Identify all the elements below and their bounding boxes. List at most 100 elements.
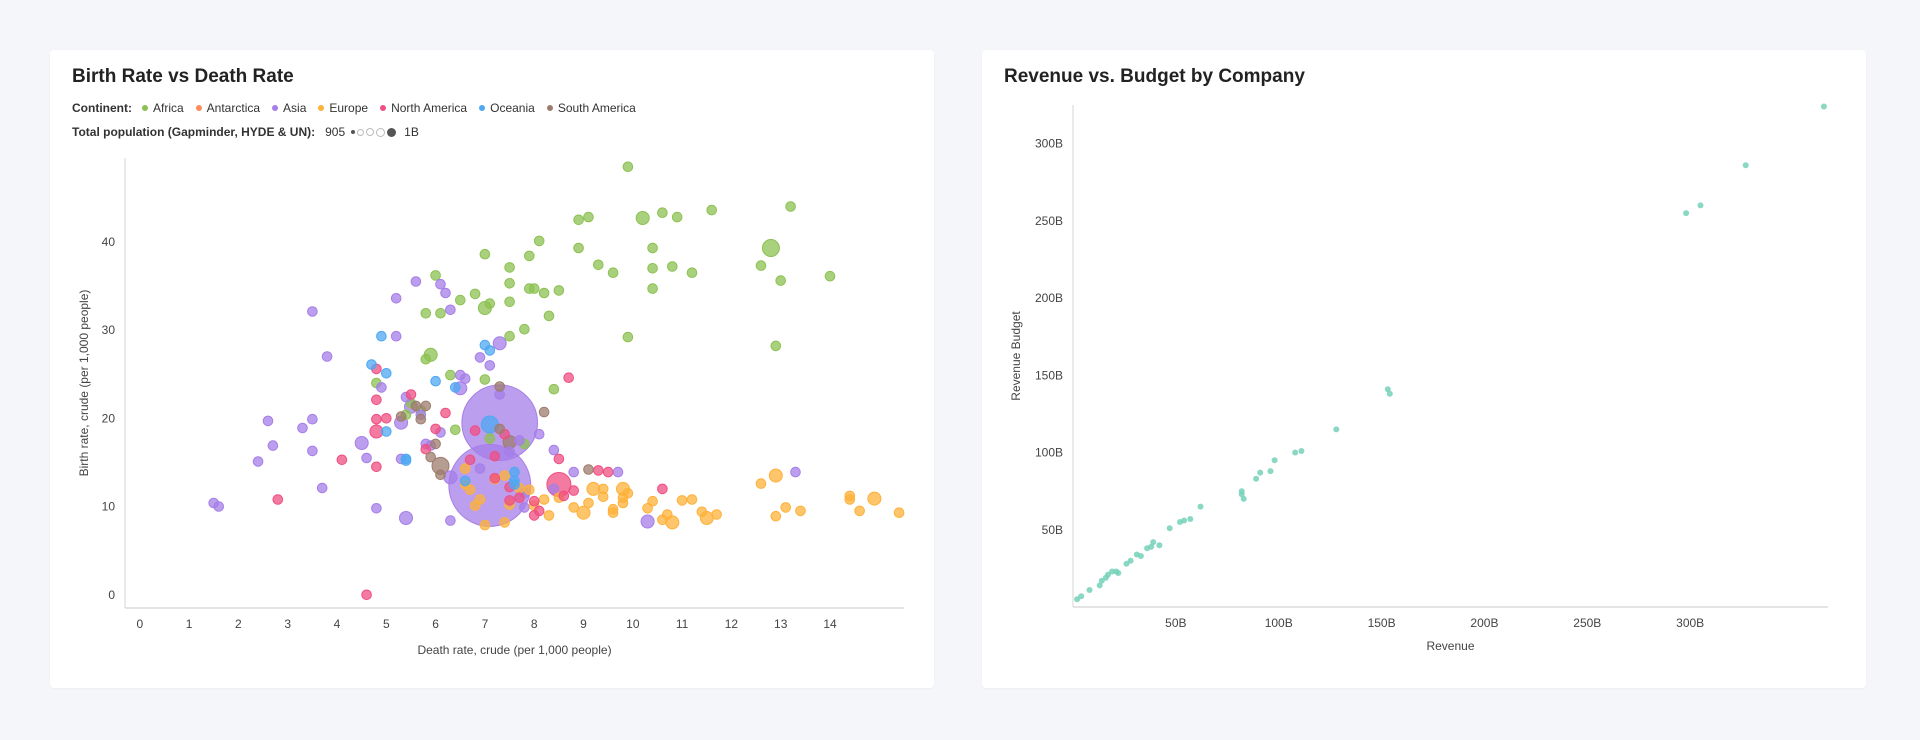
data-point[interactable]	[602, 466, 614, 478]
data-point[interactable]	[1086, 587, 1093, 593]
data-point[interactable]	[854, 505, 865, 517]
data-point[interactable]	[484, 360, 496, 371]
data-point[interactable]	[622, 161, 634, 173]
data-point[interactable]	[361, 589, 372, 601]
data-point[interactable]	[484, 345, 496, 356]
data-point[interactable]	[371, 394, 382, 406]
data-point[interactable]	[336, 454, 348, 466]
data-point[interactable]	[640, 514, 655, 529]
data-point[interactable]	[1074, 596, 1081, 603]
legend-item[interactable]: South America	[546, 101, 636, 115]
data-point[interactable]	[435, 469, 446, 481]
data-point[interactable]	[504, 278, 515, 289]
data-point[interactable]	[1137, 553, 1144, 559]
data-point[interactable]	[469, 425, 481, 436]
data-point[interactable]	[435, 278, 446, 290]
data-point[interactable]	[479, 248, 491, 260]
data-point[interactable]	[430, 375, 441, 387]
data-point[interactable]	[686, 494, 698, 505]
data-point[interactable]	[528, 510, 540, 521]
data-point[interactable]	[1105, 571, 1111, 578]
data-point[interactable]	[785, 201, 796, 212]
data-point[interactable]	[509, 479, 520, 490]
data-point[interactable]	[1683, 210, 1690, 217]
data-point[interactable]	[420, 308, 432, 319]
data-point[interactable]	[504, 446, 515, 458]
data-point[interactable]	[755, 260, 767, 271]
data-point[interactable]	[612, 466, 624, 478]
data-point[interactable]	[790, 466, 801, 478]
legend-item[interactable]: Asia	[272, 101, 306, 115]
legend-item[interactable]: Europe	[318, 101, 368, 115]
data-point[interactable]	[768, 468, 783, 483]
data-point[interactable]	[1115, 570, 1122, 576]
data-point[interactable]	[489, 450, 501, 462]
data-point[interactable]	[1096, 582, 1103, 589]
data-point[interactable]	[514, 492, 525, 504]
data-point[interactable]	[617, 497, 629, 509]
data-point[interactable]	[770, 340, 782, 352]
data-point[interactable]	[1127, 557, 1134, 564]
data-point[interactable]	[504, 262, 515, 273]
data-point[interactable]	[420, 443, 432, 455]
data-point[interactable]	[430, 438, 441, 450]
data-point[interactable]	[593, 259, 604, 271]
data-point[interactable]	[376, 330, 387, 342]
data-point[interactable]	[307, 306, 318, 317]
data-point[interactable]	[494, 381, 506, 392]
data-point[interactable]	[538, 494, 550, 505]
data-point[interactable]	[711, 509, 722, 520]
data-point[interactable]	[1253, 475, 1260, 482]
data-point[interactable]	[583, 211, 594, 223]
data-point[interactable]	[1238, 488, 1245, 495]
data-point[interactable]	[445, 369, 456, 381]
data-point[interactable]	[492, 336, 507, 351]
data-point[interactable]	[893, 507, 905, 519]
data-point[interactable]	[548, 444, 560, 456]
data-point[interactable]	[622, 331, 634, 343]
data-point[interactable]	[1820, 103, 1827, 110]
data-point[interactable]	[420, 400, 432, 412]
data-point[interactable]	[430, 270, 441, 281]
data-point[interactable]	[1386, 390, 1393, 397]
data-point[interactable]	[440, 287, 451, 299]
data-point[interactable]	[307, 445, 318, 457]
data-point[interactable]	[514, 435, 525, 446]
data-point[interactable]	[657, 514, 668, 526]
data-point[interactable]	[647, 242, 658, 254]
data-point[interactable]	[504, 296, 515, 308]
data-point[interactable]	[381, 426, 392, 437]
data-point[interactable]	[1257, 469, 1264, 476]
data-point[interactable]	[538, 406, 550, 418]
data-point[interactable]	[533, 428, 545, 440]
data-point[interactable]	[213, 501, 224, 512]
data-point[interactable]	[647, 263, 658, 274]
data-point[interactable]	[1267, 468, 1274, 475]
data-point[interactable]	[499, 517, 510, 528]
data-point[interactable]	[366, 359, 377, 370]
data-point[interactable]	[824, 270, 836, 282]
data-point[interactable]	[543, 310, 555, 322]
data-point[interactable]	[464, 454, 476, 466]
data-point[interactable]	[509, 466, 520, 478]
data-point[interactable]	[548, 383, 560, 395]
legend-item[interactable]: North America	[380, 101, 467, 115]
data-point[interactable]	[1156, 542, 1163, 549]
data-point[interactable]	[696, 506, 708, 518]
data-point[interactable]	[635, 211, 650, 225]
data-point[interactable]	[1123, 560, 1130, 567]
data-point[interactable]	[489, 473, 501, 484]
data-point[interactable]	[573, 242, 584, 254]
data-point[interactable]	[1150, 539, 1157, 546]
data-point[interactable]	[272, 494, 284, 505]
data-point[interactable]	[1292, 449, 1299, 456]
data-point[interactable]	[479, 519, 491, 531]
data-point[interactable]	[410, 276, 422, 287]
legend-item[interactable]: Antarctica	[195, 101, 260, 115]
data-point[interactable]	[435, 308, 446, 319]
data-point[interactable]	[761, 239, 780, 257]
data-point[interactable]	[671, 211, 683, 223]
data-point[interactable]	[459, 475, 471, 487]
data-point[interactable]	[844, 494, 856, 505]
data-point[interactable]	[425, 451, 437, 463]
